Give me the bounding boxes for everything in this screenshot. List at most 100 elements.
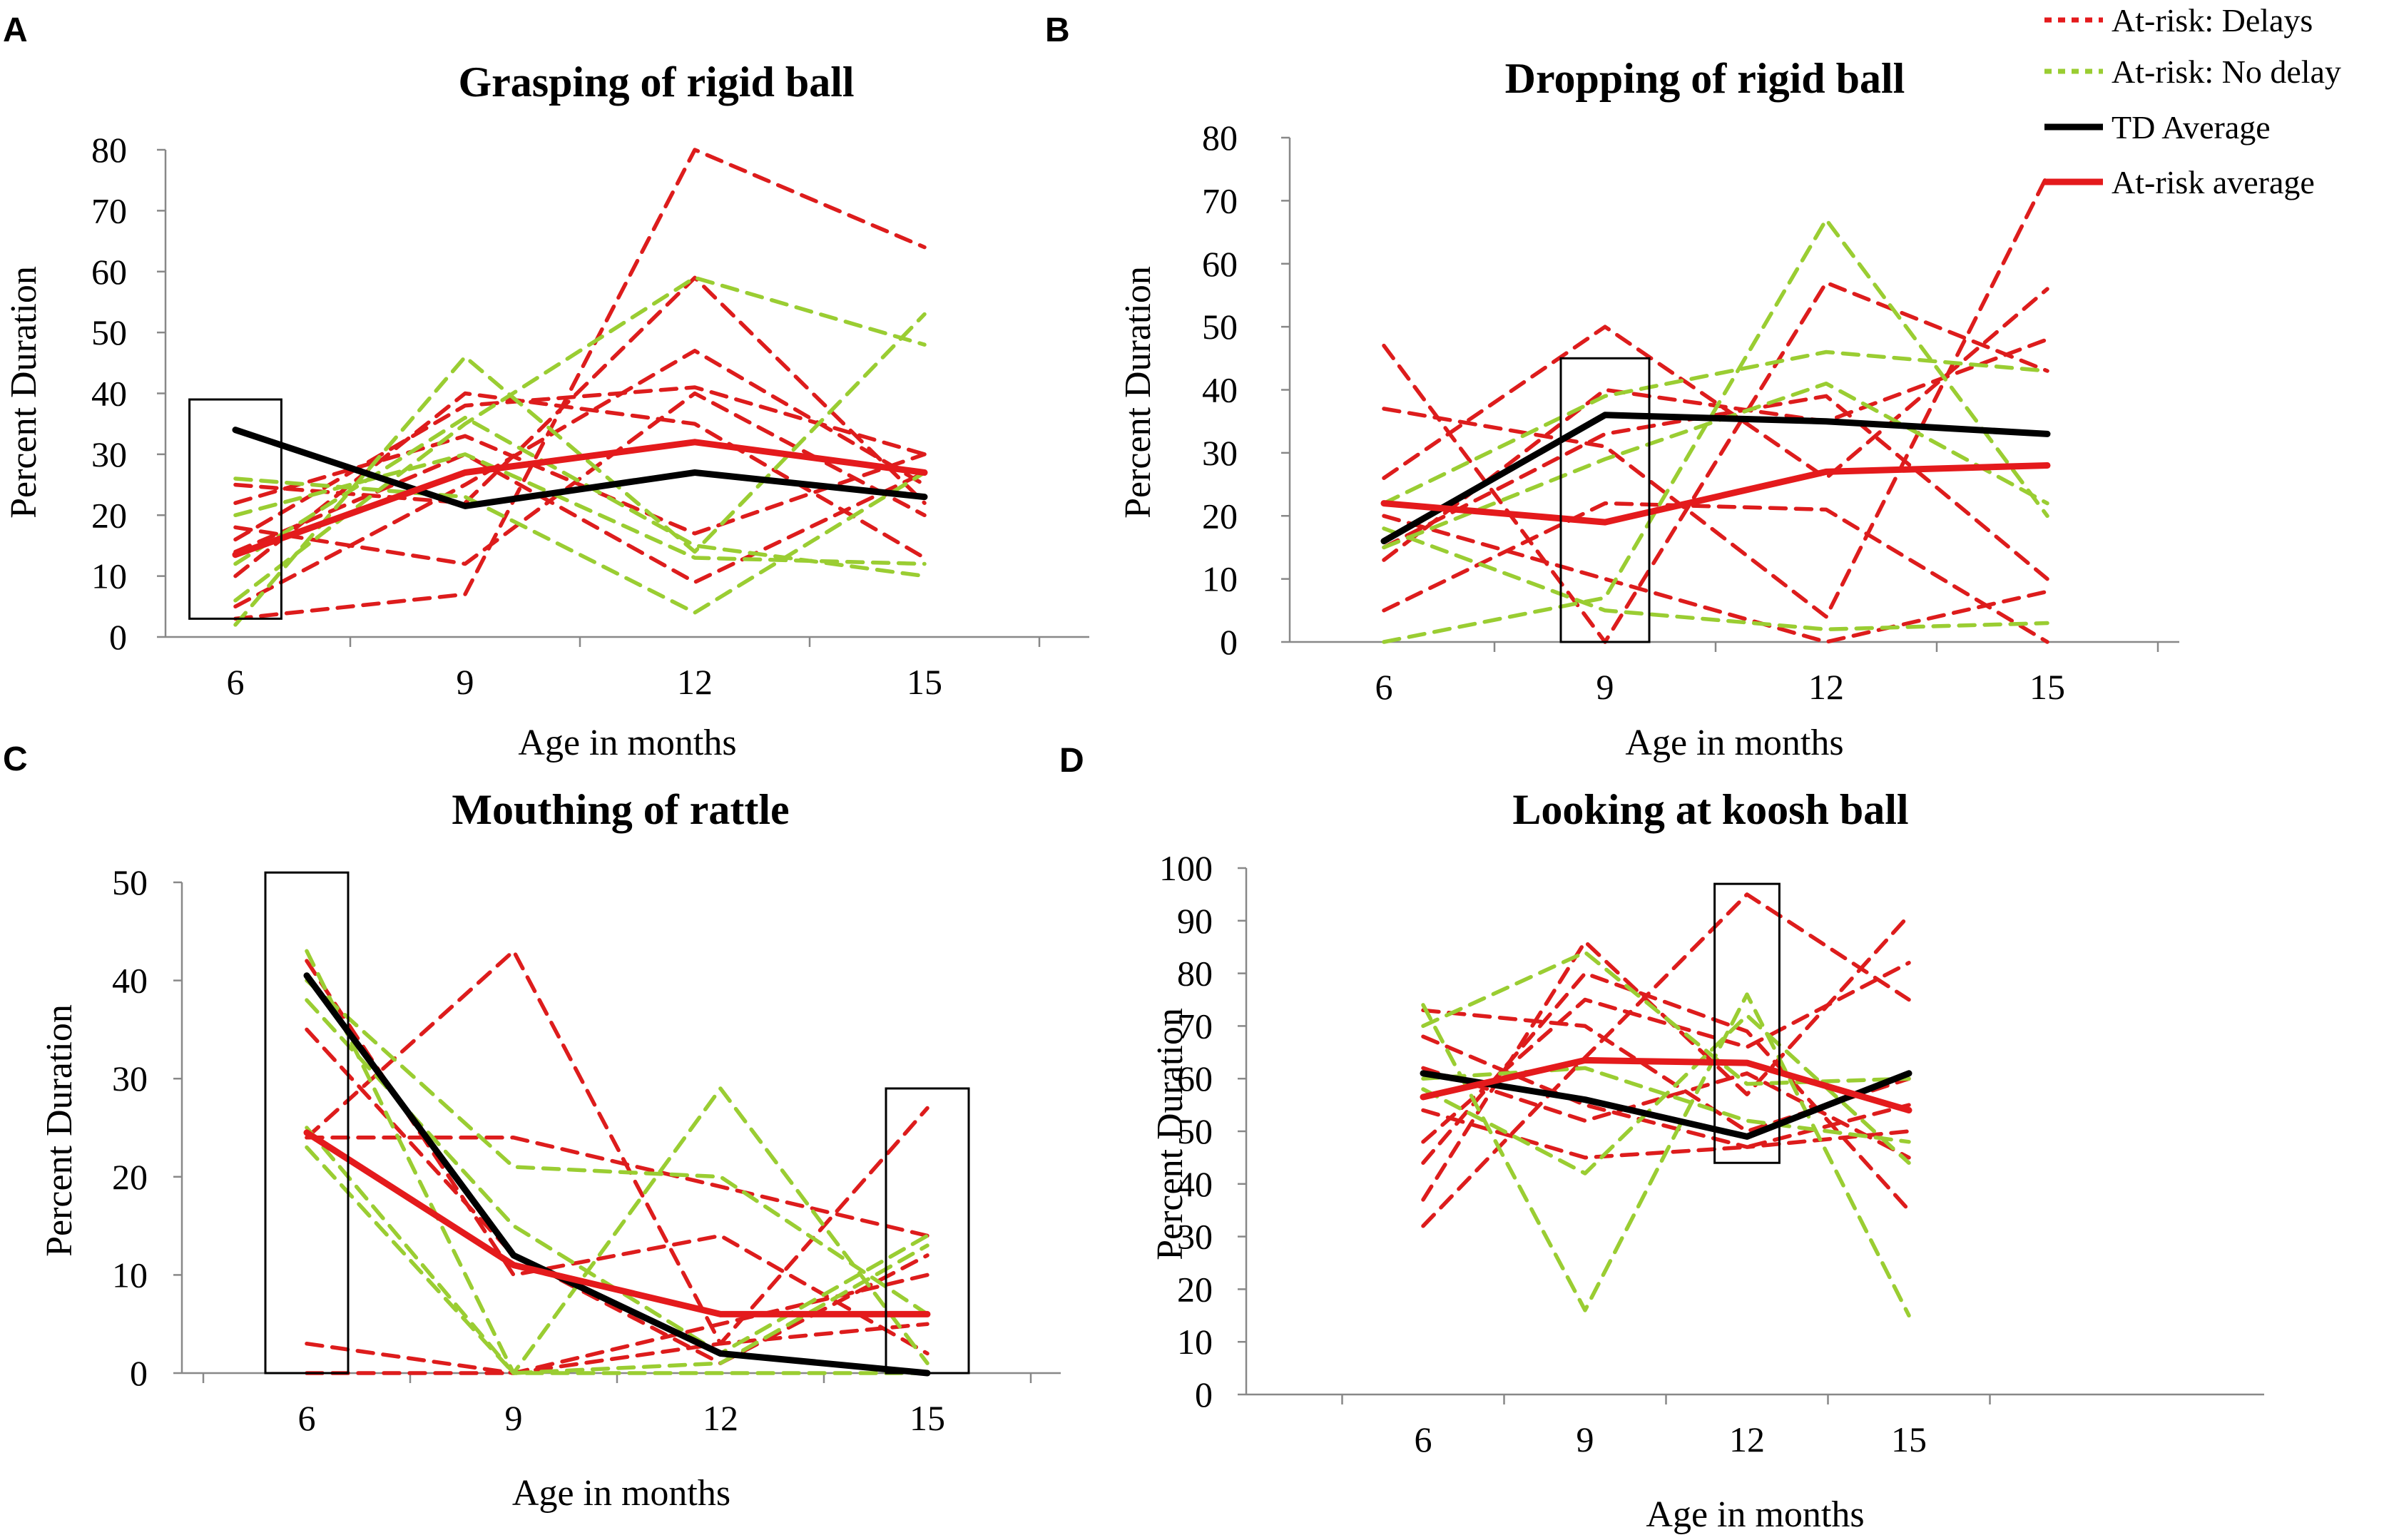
panel-letter: A — [3, 11, 28, 49]
y-tick-label: 80 — [1202, 118, 1238, 158]
series-line-no-delay — [233, 470, 927, 615]
series-line-delays — [1421, 913, 1911, 1202]
y-tick-label: 40 — [112, 961, 148, 1001]
series-line-at-risk-average — [232, 439, 928, 559]
series-line-no-delay — [1382, 218, 2049, 644]
y-tick-label: 0 — [1220, 622, 1238, 662]
y-tick-label: 40 — [1177, 1164, 1213, 1204]
series-line-no-delay — [1421, 992, 1911, 1318]
x-tick-label: 15 — [1891, 1419, 1927, 1459]
y-axis-label: Percent Duration — [4, 266, 44, 519]
y-tick-label: 0 — [1195, 1375, 1213, 1414]
series-line-td-average — [1380, 412, 2051, 545]
series-line-delays — [305, 959, 929, 1356]
panel-letter: C — [3, 740, 28, 778]
series-line-delays — [1421, 1103, 1911, 1160]
panel-d: D Looking at koosh ball 0 10 20 30 40 50 60 70 80 9… — [1059, 742, 2264, 1535]
chart-title: Dropping of rigid ball — [1505, 55, 1905, 102]
y-tick-label: 70 — [91, 190, 127, 230]
legend-label: At-risk average — [2112, 164, 2315, 200]
y-tick-label: 10 — [1177, 1322, 1213, 1362]
series-line-delays — [305, 1273, 929, 1375]
series-line-no-delay — [233, 452, 927, 566]
y-tick-label: 30 — [1202, 433, 1238, 473]
series-line-no-delay — [1421, 950, 1911, 1086]
x-tick-label: 6 — [1375, 667, 1393, 707]
series-line-at-risk-average — [1420, 1056, 1912, 1113]
y-tick-label: 30 — [112, 1059, 148, 1098]
series-line-no-delay — [1382, 350, 2049, 506]
highlight-box — [1713, 882, 1781, 1164]
series-line-delays — [1382, 514, 2049, 644]
y-tick-label: 70 — [1202, 180, 1238, 220]
highlight-box — [1559, 357, 1651, 643]
y-tick-label: 40 — [91, 374, 127, 414]
series-line-delays — [305, 1027, 929, 1365]
x-tick-label: 6 — [1415, 1419, 1432, 1459]
series-line-at-risk-average — [303, 1129, 931, 1317]
series-line-delays — [1382, 287, 2049, 480]
series-line-no-delay — [305, 978, 929, 1317]
x-tick-label: 15 — [2029, 667, 2065, 707]
chart-title: Grasping of rigid ball — [458, 58, 854, 106]
x-tick-label: 9 — [457, 662, 474, 702]
series-line-at-risk-average — [1380, 462, 2051, 526]
y-tick-label: 70 — [1177, 1006, 1213, 1046]
y-tick-label: 90 — [1177, 901, 1213, 941]
series-line-delays — [233, 385, 927, 542]
y-axis-label: Percent Duration — [1118, 266, 1158, 519]
series-line-no-delay — [1421, 1066, 1911, 1144]
x-tick-label: 15 — [907, 662, 942, 702]
highlight-box — [885, 1087, 970, 1375]
highlight-box — [264, 871, 350, 1375]
series-line-delays — [305, 1136, 929, 1238]
x-tick-label: 9 — [505, 1398, 523, 1438]
series-line-td-average — [1420, 1070, 1912, 1140]
y-axis-label: Percent Duration — [1150, 1008, 1191, 1260]
x-axis-label: Age in months — [518, 723, 736, 763]
x-tick-label: 12 — [677, 662, 713, 702]
series-line-delays — [1421, 1034, 1911, 1149]
series-line-delays — [1382, 501, 2049, 644]
series-line-delays — [305, 949, 929, 1346]
x-tick-label: 12 — [1808, 667, 1844, 707]
y-tick-label: 0 — [109, 617, 127, 657]
series-line-no-delay — [305, 1145, 929, 1375]
x-axis-label: Age in months — [512, 1473, 730, 1514]
legend-label: At-risk: No delay — [2112, 53, 2341, 90]
y-tick-label: 40 — [1202, 370, 1238, 410]
chart-title: Looking at koosh ball — [1512, 786, 1908, 833]
legend-label: At-risk: Delays — [2112, 2, 2313, 39]
y-tick-label: 50 — [112, 862, 148, 902]
panel-letter: B — [1045, 11, 1070, 49]
series-line-no-delay — [305, 1126, 929, 1375]
y-tick-label: 60 — [91, 252, 127, 292]
series-line-delays — [1421, 892, 1911, 1228]
y-tick-label: 0 — [130, 1353, 148, 1393]
y-tick-label: 80 — [91, 130, 127, 170]
x-axis-label: Age in months — [1646, 1494, 1864, 1535]
series-line-no-delay — [305, 949, 929, 1375]
series-line-delays — [1421, 971, 1911, 1213]
series-line-delays — [305, 1322, 929, 1375]
series-line-no-delay — [1382, 526, 2049, 632]
panel-letter: D — [1059, 742, 1084, 780]
series-line-delays — [233, 391, 927, 578]
series-line-delays — [1421, 1066, 1911, 1160]
x-tick-label: 9 — [1596, 667, 1614, 707]
series-line-delays — [1421, 1008, 1911, 1133]
y-tick-label: 10 — [112, 1255, 148, 1295]
panel-c: C Mouthing of rattle 0 10 20 30 40 50 6 9 12 15 Age … — [3, 740, 1061, 1514]
x-tick-label: 12 — [703, 1398, 738, 1438]
x-axis-label: Age in months — [1625, 723, 1843, 763]
y-tick-label: 10 — [91, 556, 127, 596]
y-tick-label: 20 — [1177, 1269, 1213, 1309]
y-axis-label: Percent Duration — [39, 1004, 80, 1257]
y-tick-label: 10 — [1202, 559, 1238, 599]
x-tick-label: 9 — [1577, 1419, 1594, 1459]
y-tick-label: 50 — [1177, 1111, 1213, 1151]
y-tick-label: 50 — [1202, 307, 1238, 347]
series-line-delays — [233, 148, 927, 621]
chart-title: Mouthing of rattle — [452, 786, 789, 833]
